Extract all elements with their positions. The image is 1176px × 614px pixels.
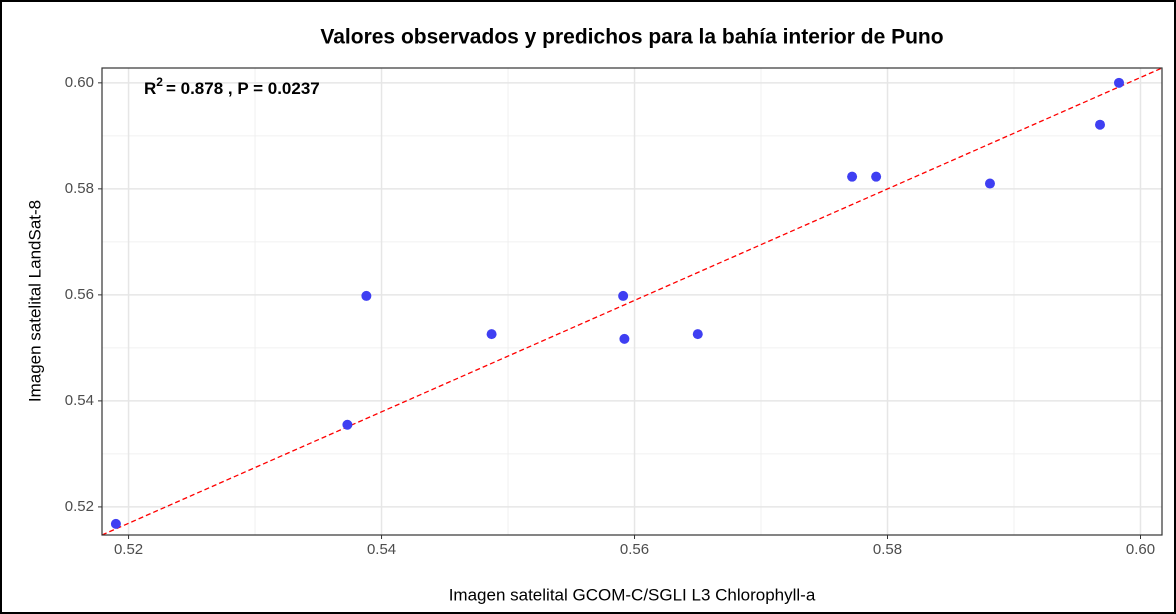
x-axis-title: Imagen satelital GCOM-C/SGLI L3 Chloroph… — [449, 585, 816, 604]
x-tick-label: 0.58 — [873, 541, 902, 558]
y-tick-label: 0.60 — [65, 74, 94, 91]
y-tick-label: 0.58 — [65, 180, 94, 197]
annotation: R2 = 0.878 , P = 0.0237 — [144, 75, 320, 98]
x-tick-label: 0.52 — [114, 541, 143, 558]
point — [984, 178, 995, 189]
trend-line — [101, 67, 1163, 536]
point — [847, 171, 858, 182]
annotation-superscript: 2 — [156, 75, 163, 89]
y-axis-title: Imagen satelital LandSat-8 — [25, 200, 44, 402]
annotation-rest: = 0.878 , P = 0.0237 — [166, 79, 320, 98]
point — [871, 171, 882, 182]
point — [1095, 119, 1106, 130]
point — [619, 333, 630, 344]
annotation-base: R — [144, 79, 156, 98]
chart-title: Valores observados y predichos para la b… — [320, 26, 943, 49]
x-tick-label: 0.54 — [367, 541, 396, 558]
point — [1113, 77, 1124, 88]
point — [110, 518, 121, 529]
x-tick-label: 0.56 — [620, 541, 649, 558]
x-tick-label: 0.60 — [1126, 541, 1155, 558]
point — [486, 329, 497, 340]
grid — [102, 68, 1162, 535]
panel-border — [101, 67, 1163, 536]
point — [361, 290, 372, 301]
y-tick-label: 0.52 — [65, 498, 94, 515]
y-tick-label: 0.56 — [65, 286, 94, 303]
point — [692, 329, 703, 340]
marks — [101, 67, 1163, 536]
y-tick-label: 0.54 — [65, 392, 94, 409]
point — [618, 290, 629, 301]
point — [342, 419, 353, 430]
